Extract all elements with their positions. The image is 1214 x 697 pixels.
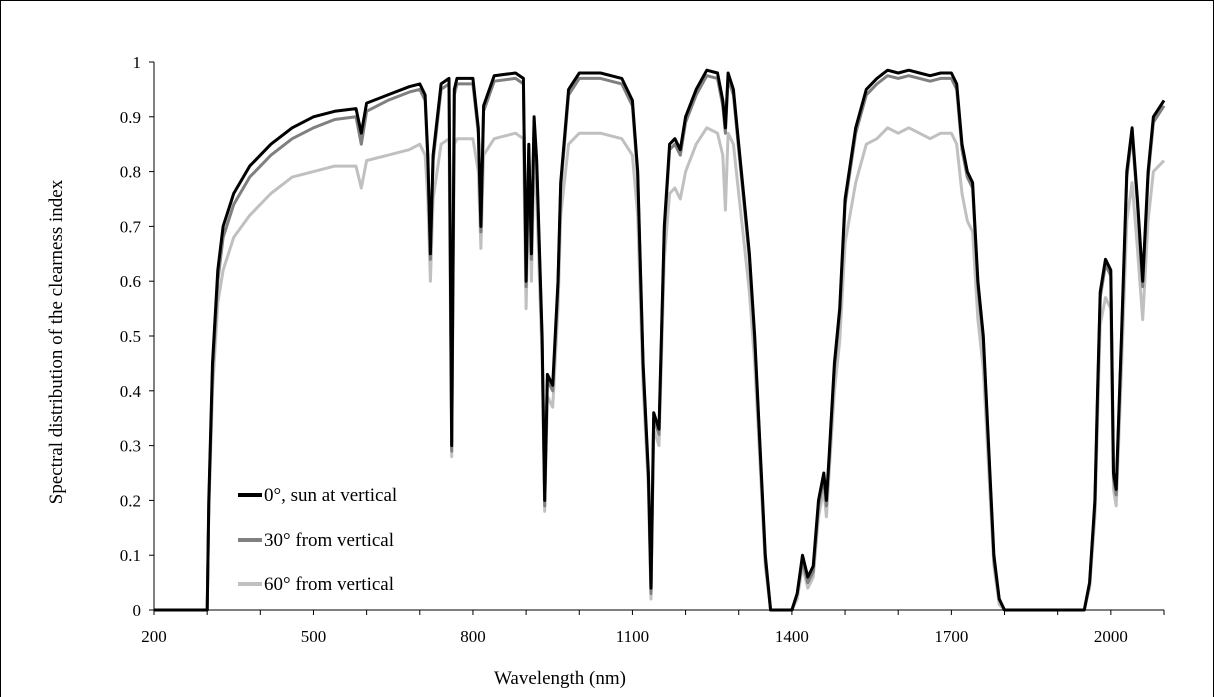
legend-label-2: 60° from vertical <box>264 574 394 595</box>
x-tick-label: 1400 <box>775 627 809 646</box>
x-tick-label: 800 <box>460 627 486 646</box>
x-tick-label: 2000 <box>1094 627 1128 646</box>
legend-label-1: 30° from vertical <box>264 530 394 551</box>
legend: 0°, sun at vertical 30° from vertical 60… <box>238 485 397 595</box>
y-tick-label: 0.8 <box>120 163 141 182</box>
y-tick-label: 0.3 <box>120 437 141 456</box>
y-tick-label: 0.9 <box>120 108 141 127</box>
y-tick-label: 0.4 <box>120 382 142 401</box>
y-tick-label: 0.1 <box>120 546 141 565</box>
y-tick-label: 0.6 <box>120 272 141 291</box>
x-axis-ticks: 200 500 800 1100 1400 1700 2000 <box>141 610 1165 646</box>
y-axis-ticks: 0 0.1 0.2 0.3 0.4 0.5 0.6 0.7 0.8 0.9 1 <box>120 53 154 620</box>
y-tick-label: 0.5 <box>120 327 141 346</box>
series-line-0 <box>154 68 1166 612</box>
y-axis-title: Spectral distribution of the clearness i… <box>46 179 67 504</box>
x-tick-label: 500 <box>301 627 327 646</box>
y-tick-label: 0.7 <box>120 217 142 236</box>
y-tick-label: 0.2 <box>120 491 141 510</box>
x-tick-label: 1100 <box>616 627 649 646</box>
x-tick-label: 200 <box>141 627 167 646</box>
legend-label-0: 0°, sun at vertical <box>264 485 397 506</box>
x-axis-title: Wavelength (nm) <box>494 668 626 689</box>
y-tick-label: 1 <box>133 53 142 72</box>
plot-series-group <box>154 68 1166 612</box>
x-tick-label: 1700 <box>934 627 968 646</box>
y-tick-label: 0 <box>133 601 142 620</box>
